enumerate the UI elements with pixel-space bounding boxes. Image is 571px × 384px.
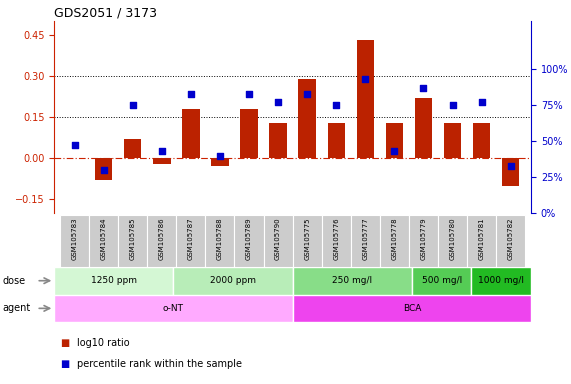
Text: GDS2051 / 3173: GDS2051 / 3173 (54, 7, 157, 20)
Bar (124, 139, 142, 158)
Text: GSM105775: GSM105775 (304, 218, 310, 260)
Point (506, 162, 515, 169)
Bar (153, 158, 171, 164)
Bar (292, 267, 412, 295)
Bar (415, 98, 432, 158)
Text: log10 ratio: log10 ratio (77, 338, 130, 348)
Text: percentile rank within the sample: percentile rank within the sample (77, 359, 242, 369)
Text: GSM105783: GSM105783 (71, 218, 78, 260)
Text: BCA: BCA (403, 304, 421, 313)
Point (215, 152, 224, 159)
Bar (211, 158, 228, 167)
Bar (60, 215, 89, 267)
Text: 1000 mg/l: 1000 mg/l (478, 276, 524, 285)
Bar (357, 40, 374, 158)
Point (186, 91, 195, 97)
Bar (473, 122, 490, 158)
Bar (467, 215, 496, 267)
Text: GSM105776: GSM105776 (333, 218, 339, 260)
Bar (270, 122, 287, 158)
Bar (206, 215, 235, 267)
Bar (147, 215, 176, 267)
Bar (118, 215, 147, 267)
Text: GSM105781: GSM105781 (478, 218, 485, 260)
Bar (292, 295, 531, 322)
Text: GSM105780: GSM105780 (449, 218, 456, 260)
Point (303, 91, 312, 97)
Text: dose: dose (3, 276, 26, 286)
Bar (293, 215, 321, 267)
Bar (182, 109, 200, 158)
Point (274, 99, 283, 105)
Text: ■: ■ (60, 359, 69, 369)
Bar (496, 215, 525, 267)
Text: GSM105787: GSM105787 (188, 218, 194, 260)
Bar (472, 267, 531, 295)
Text: 1250 ppm: 1250 ppm (91, 276, 137, 285)
Point (244, 91, 254, 97)
Text: GSM105777: GSM105777 (363, 218, 368, 260)
Bar (502, 158, 520, 186)
Point (70, 142, 79, 149)
Bar (235, 215, 264, 267)
Bar (240, 109, 258, 158)
Point (99, 167, 108, 173)
Text: GSM105782: GSM105782 (508, 218, 514, 260)
Text: GSM105785: GSM105785 (130, 218, 136, 260)
Bar (264, 215, 292, 267)
Bar (89, 215, 118, 267)
Bar (351, 215, 380, 267)
Text: GSM105779: GSM105779 (420, 218, 427, 260)
Text: GSM105789: GSM105789 (246, 218, 252, 260)
Point (419, 85, 428, 91)
Point (128, 102, 137, 108)
Text: agent: agent (3, 303, 31, 313)
Text: GSM105788: GSM105788 (217, 218, 223, 260)
Bar (444, 122, 461, 158)
Bar (412, 267, 472, 295)
Bar (321, 215, 351, 267)
Bar (54, 295, 292, 322)
Text: 250 mg/l: 250 mg/l (332, 276, 372, 285)
Bar (409, 215, 438, 267)
Text: GSM105786: GSM105786 (159, 218, 165, 260)
Bar (174, 267, 292, 295)
Text: 500 mg/l: 500 mg/l (421, 276, 462, 285)
Text: GSM105784: GSM105784 (100, 218, 107, 260)
Bar (95, 158, 112, 180)
Text: 2000 ppm: 2000 ppm (210, 276, 256, 285)
Bar (380, 215, 409, 267)
Point (390, 148, 399, 154)
Bar (438, 215, 467, 267)
Point (448, 102, 457, 108)
Bar (176, 215, 206, 267)
Text: o-NT: o-NT (163, 304, 184, 313)
Point (477, 99, 486, 105)
Point (332, 102, 341, 108)
Point (361, 76, 370, 82)
Text: GSM105778: GSM105778 (391, 218, 397, 260)
Text: ■: ■ (60, 338, 69, 348)
Bar (385, 122, 403, 158)
Bar (54, 267, 174, 295)
Text: GSM105790: GSM105790 (275, 218, 281, 260)
Bar (328, 122, 345, 158)
Point (157, 148, 166, 154)
Bar (299, 79, 316, 158)
